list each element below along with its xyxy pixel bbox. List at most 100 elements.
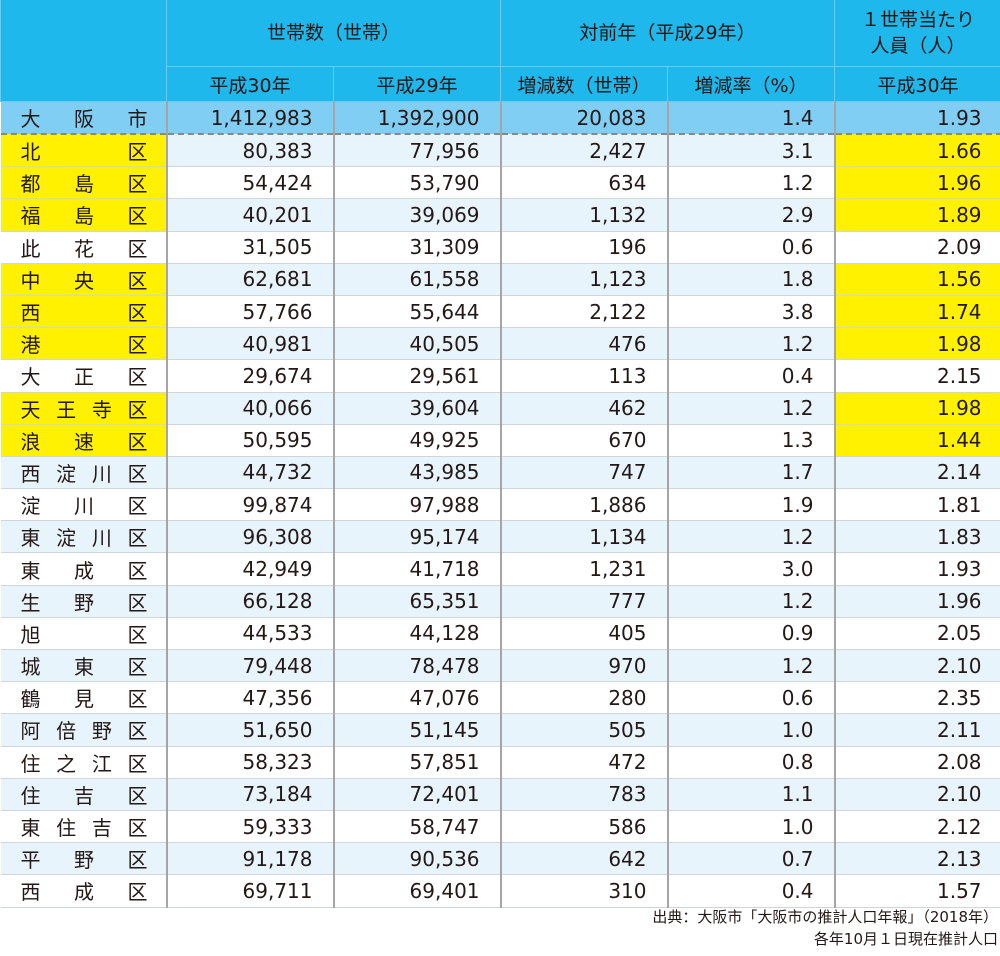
- cell-h30: 40,981: [165, 327, 334, 361]
- cell-h29: 57,851: [332, 746, 501, 779]
- ward-name: 平野区: [20, 848, 148, 873]
- cell-per: 2.14: [833, 456, 1000, 490]
- cell-per: 2.10: [833, 649, 1000, 683]
- cell-change: 505: [499, 713, 668, 747]
- cell-per: 1.81: [833, 488, 1000, 522]
- cell-h29: 31,309: [332, 231, 501, 264]
- cell-rate: 0.6: [666, 231, 835, 264]
- row-name: 浪速区: [0, 424, 167, 457]
- cell-change: 970: [499, 649, 668, 683]
- row-name: 天王寺区: [0, 392, 167, 425]
- cell-rate: 1.2: [666, 166, 835, 200]
- cell-h30: 73,184: [165, 778, 334, 811]
- cell-change: 472: [499, 746, 668, 779]
- cell-h30: 57,766: [165, 295, 334, 329]
- cell-per: 2.13: [833, 842, 1000, 876]
- cell-change: 1,886: [499, 488, 668, 522]
- cell-h30: 1,412,983: [165, 101, 334, 135]
- ward-row: 淀川区 99,874 97,988 1,886 1.9 1.81: [0, 488, 1000, 522]
- row-name: 住之江区: [0, 746, 167, 779]
- cell-rate: 0.9: [666, 617, 835, 651]
- household-table: 世帯数（世帯） 対前年（平成29年） １世帯当たり人員（人） 平成30年 平成2…: [0, 0, 1000, 908]
- ward-name: 都島区: [20, 172, 148, 197]
- row-name: 旭区: [0, 617, 167, 651]
- cell-per: 1.74: [833, 295, 1000, 329]
- cell-rate: 0.4: [666, 874, 835, 908]
- cell-per: 1.56: [833, 263, 1000, 296]
- cell-per: 1.83: [833, 520, 1000, 554]
- cell-h30: 29,674: [165, 359, 334, 393]
- cell-rate: 1.7: [666, 456, 835, 490]
- row-name: 西成区: [0, 874, 167, 908]
- ward-name: 生野区: [20, 590, 148, 615]
- cell-h29: 44,128: [332, 617, 501, 651]
- ward-name: 西淀川区: [20, 461, 148, 486]
- header-change: 増減数（世帯）: [500, 66, 669, 102]
- cell-rate: 1.1: [666, 778, 835, 811]
- cell-change: 196: [499, 231, 668, 264]
- ward-name: 東淀川区: [20, 526, 148, 551]
- cell-rate: 2.9: [666, 198, 835, 232]
- ward-row: 生野区 66,128 65,351 777 1.2 1.96: [0, 585, 1000, 618]
- cell-h29: 41,718: [332, 552, 501, 586]
- row-name: 阿倍野区: [0, 713, 167, 747]
- cell-h29: 39,604: [332, 392, 501, 425]
- cell-change: 783: [499, 778, 668, 811]
- ward-row: 住吉区 73,184 72,401 783 1.1 2.10: [0, 778, 1000, 811]
- cell-rate: 1.2: [666, 649, 835, 683]
- cell-h29: 58,747: [332, 810, 501, 844]
- header-rate: 増減率（%）: [667, 66, 836, 102]
- cell-per: 2.05: [833, 617, 1000, 651]
- footer: 出典：大阪市「大阪市の推計人口年報」（2018年） 各年10月１日現在推計人口: [652, 906, 998, 950]
- cell-h30: 42,949: [165, 552, 334, 586]
- cell-h29: 39,069: [332, 198, 501, 232]
- ward-row: 西区 57,766 55,644 2,122 3.8 1.74: [0, 295, 1000, 329]
- cell-h30: 44,533: [165, 617, 334, 651]
- header-households: 世帯数（世帯）: [165, 0, 502, 67]
- cell-h29: 47,076: [332, 681, 501, 715]
- row-name: 港区: [0, 327, 167, 361]
- cell-h29: 61,558: [332, 263, 501, 296]
- cell-rate: 1.2: [666, 585, 835, 618]
- cell-h30: 54,424: [165, 166, 334, 200]
- row-name: 北区: [0, 134, 167, 168]
- cell-per: 1.57: [833, 874, 1000, 908]
- row-name: 中央区: [0, 263, 167, 296]
- cell-rate: 0.7: [666, 842, 835, 876]
- cell-rate: 1.0: [666, 810, 835, 844]
- ward-row: 大正区 29,674 29,561 113 0.4 2.15: [0, 359, 1000, 393]
- ward-name: 西区: [20, 301, 148, 326]
- ward-name: 城東区: [20, 655, 148, 680]
- row-name: 東住吉区: [0, 810, 167, 844]
- cell-per: 1.93: [833, 552, 1000, 586]
- cell-rate: 3.0: [666, 552, 835, 586]
- ward-row: 阿倍野区 51,650 51,145 505 1.0 2.11: [0, 713, 1000, 747]
- cell-rate: 1.9: [666, 488, 835, 522]
- cell-change: 1,132: [499, 198, 668, 232]
- cell-h29: 55,644: [332, 295, 501, 329]
- row-name: 都島区: [0, 166, 167, 200]
- cell-h29: 65,351: [332, 585, 501, 618]
- ward-name: 阿倍野区: [20, 719, 148, 744]
- row-name: 住吉区: [0, 778, 167, 811]
- ward-row: 福島区 40,201 39,069 1,132 2.9 1.89: [0, 198, 1000, 232]
- cell-rate: 0.8: [666, 746, 835, 779]
- cell-change: 113: [499, 359, 668, 393]
- header-per-household: １世帯当たり人員（人）: [834, 0, 1000, 67]
- corner-header: [0, 0, 167, 102]
- cell-rate: 0.4: [666, 359, 835, 393]
- cell-rate: 1.8: [666, 263, 835, 296]
- header-per-h30: 平成30年: [834, 66, 1000, 102]
- ward-row: 天王寺区 40,066 39,604 462 1.2 1.98: [0, 392, 1000, 425]
- cell-change: 586: [499, 810, 668, 844]
- cell-change: 1,231: [499, 552, 668, 586]
- cell-h29: 78,478: [332, 649, 501, 683]
- row-name: 東成区: [0, 552, 167, 586]
- city-total-row: 大阪市 1,412,983 1,392,900 20,083 1.4 1.93: [0, 101, 1000, 135]
- cell-per: 1.98: [833, 392, 1000, 425]
- ward-row: 此花区 31,505 31,309 196 0.6 2.09: [0, 231, 1000, 264]
- ward-name: 淀川区: [20, 494, 148, 519]
- cell-h30: 62,681: [165, 263, 334, 296]
- cell-h30: 59,333: [165, 810, 334, 844]
